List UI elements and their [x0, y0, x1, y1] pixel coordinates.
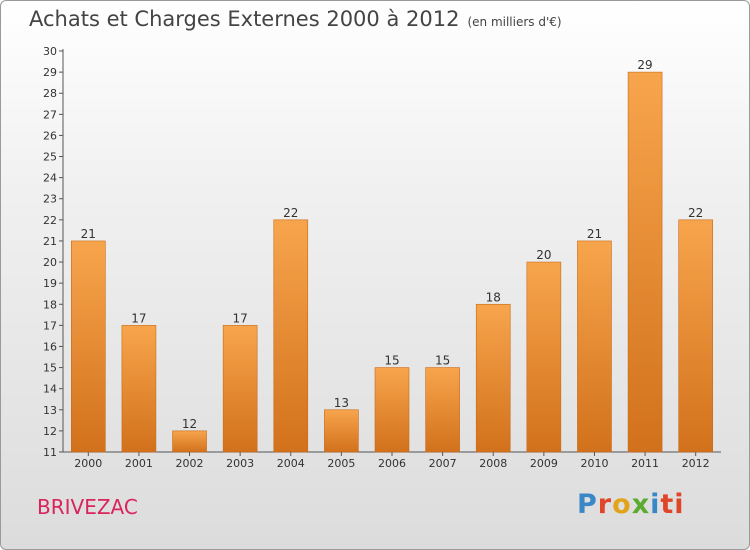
logo-letter: x [631, 489, 651, 520]
logo-letter: o [612, 489, 632, 520]
bar-2007 [425, 367, 460, 453]
logo-letter: t [660, 489, 675, 520]
x-tick-label: 2005 [327, 457, 355, 470]
bar-2000 [71, 240, 106, 453]
y-tick-label: 23 [43, 193, 57, 206]
y-tick-label: 18 [43, 298, 57, 311]
bar-value-label: 18 [486, 290, 501, 304]
logo-letter: P [577, 489, 598, 520]
bar-value-label: 20 [536, 248, 551, 262]
x-tick-label: 2003 [226, 457, 254, 470]
bar-2005 [324, 409, 359, 453]
bar-value-label: 22 [688, 206, 703, 220]
bar-value-label: 29 [637, 58, 652, 72]
x-tick-label: 2006 [378, 457, 406, 470]
x-tick-label: 2008 [479, 457, 507, 470]
x-tick-label: 2000 [74, 457, 102, 470]
y-tick-label: 27 [43, 108, 57, 121]
bar-value-label: 17 [131, 311, 146, 325]
y-tick-label: 22 [43, 214, 57, 227]
bar-2006 [374, 367, 410, 453]
y-tick-label: 16 [43, 340, 57, 353]
bar-value-label: 21 [587, 227, 602, 241]
y-tick-label: 30 [43, 45, 57, 58]
chart-subtitle: (en milliers d'€) [467, 15, 562, 29]
proxiti-logo[interactable]: Proxiti [577, 489, 685, 520]
x-tick-label: 2009 [530, 457, 558, 470]
chart-title-text: Achats et Charges Externes 2000 à 2012 [29, 7, 460, 31]
bar-value-label: 15 [384, 354, 399, 368]
bar-2012 [678, 219, 713, 453]
bar-value-label: 17 [233, 311, 248, 325]
x-tick-label: 2001 [125, 457, 153, 470]
commune-name: BRIVEZAC [37, 495, 138, 519]
bar-2002 [172, 430, 207, 453]
logo-letter: r [597, 489, 613, 520]
bar-2008 [475, 303, 511, 453]
bar-value-label: 12 [182, 417, 197, 431]
y-tick-label: 11 [43, 446, 57, 459]
y-tick-label: 20 [43, 256, 57, 269]
y-tick-label: 25 [43, 151, 57, 164]
y-tick-label: 14 [43, 383, 57, 396]
bar-value-label: 15 [435, 354, 450, 368]
logo-letter: i [650, 489, 661, 520]
x-tick-label: 2004 [277, 457, 305, 470]
y-tick-label: 29 [43, 66, 57, 79]
bar-value-label: 13 [334, 396, 349, 410]
y-tick-label: 13 [43, 404, 57, 417]
y-tick-label: 17 [43, 319, 57, 332]
bar-2011 [627, 71, 663, 453]
y-tick-label: 19 [43, 277, 57, 290]
chart-bars [71, 71, 713, 453]
chart-axes: 11 12 13 14 15 16 17 18 19 20 21 22 23 24 25 26 27 28 29 30… [43, 45, 721, 470]
bar-2010 [577, 240, 612, 453]
bar-2001 [121, 325, 157, 453]
y-tick-label: 28 [43, 87, 57, 100]
bar-value-label: 21 [81, 227, 96, 241]
x-tick-label: 2002 [176, 457, 204, 470]
bar-value-label: 22 [283, 206, 298, 220]
y-tick-label: 21 [43, 235, 57, 248]
bar-2004 [273, 219, 309, 453]
x-tick-label: 2007 [429, 457, 457, 470]
y-tick-label: 15 [43, 362, 57, 375]
x-tick-label: 2010 [580, 457, 608, 470]
x-tick-label: 2011 [631, 457, 659, 470]
bar-2003 [222, 325, 258, 453]
y-tick-label: 12 [43, 425, 57, 438]
y-tick-label: 26 [43, 129, 57, 142]
chart-labels: 21 17 12 17 22 13 15 15 18 20 21 29 22 [81, 58, 704, 431]
logo-letter: i [674, 489, 685, 520]
x-tick-label: 2012 [682, 457, 710, 470]
y-tick-label: 24 [43, 172, 57, 185]
bar-2009 [526, 261, 562, 453]
chart-title: Achats et Charges Externes 2000 à 2012 (e… [29, 7, 562, 31]
